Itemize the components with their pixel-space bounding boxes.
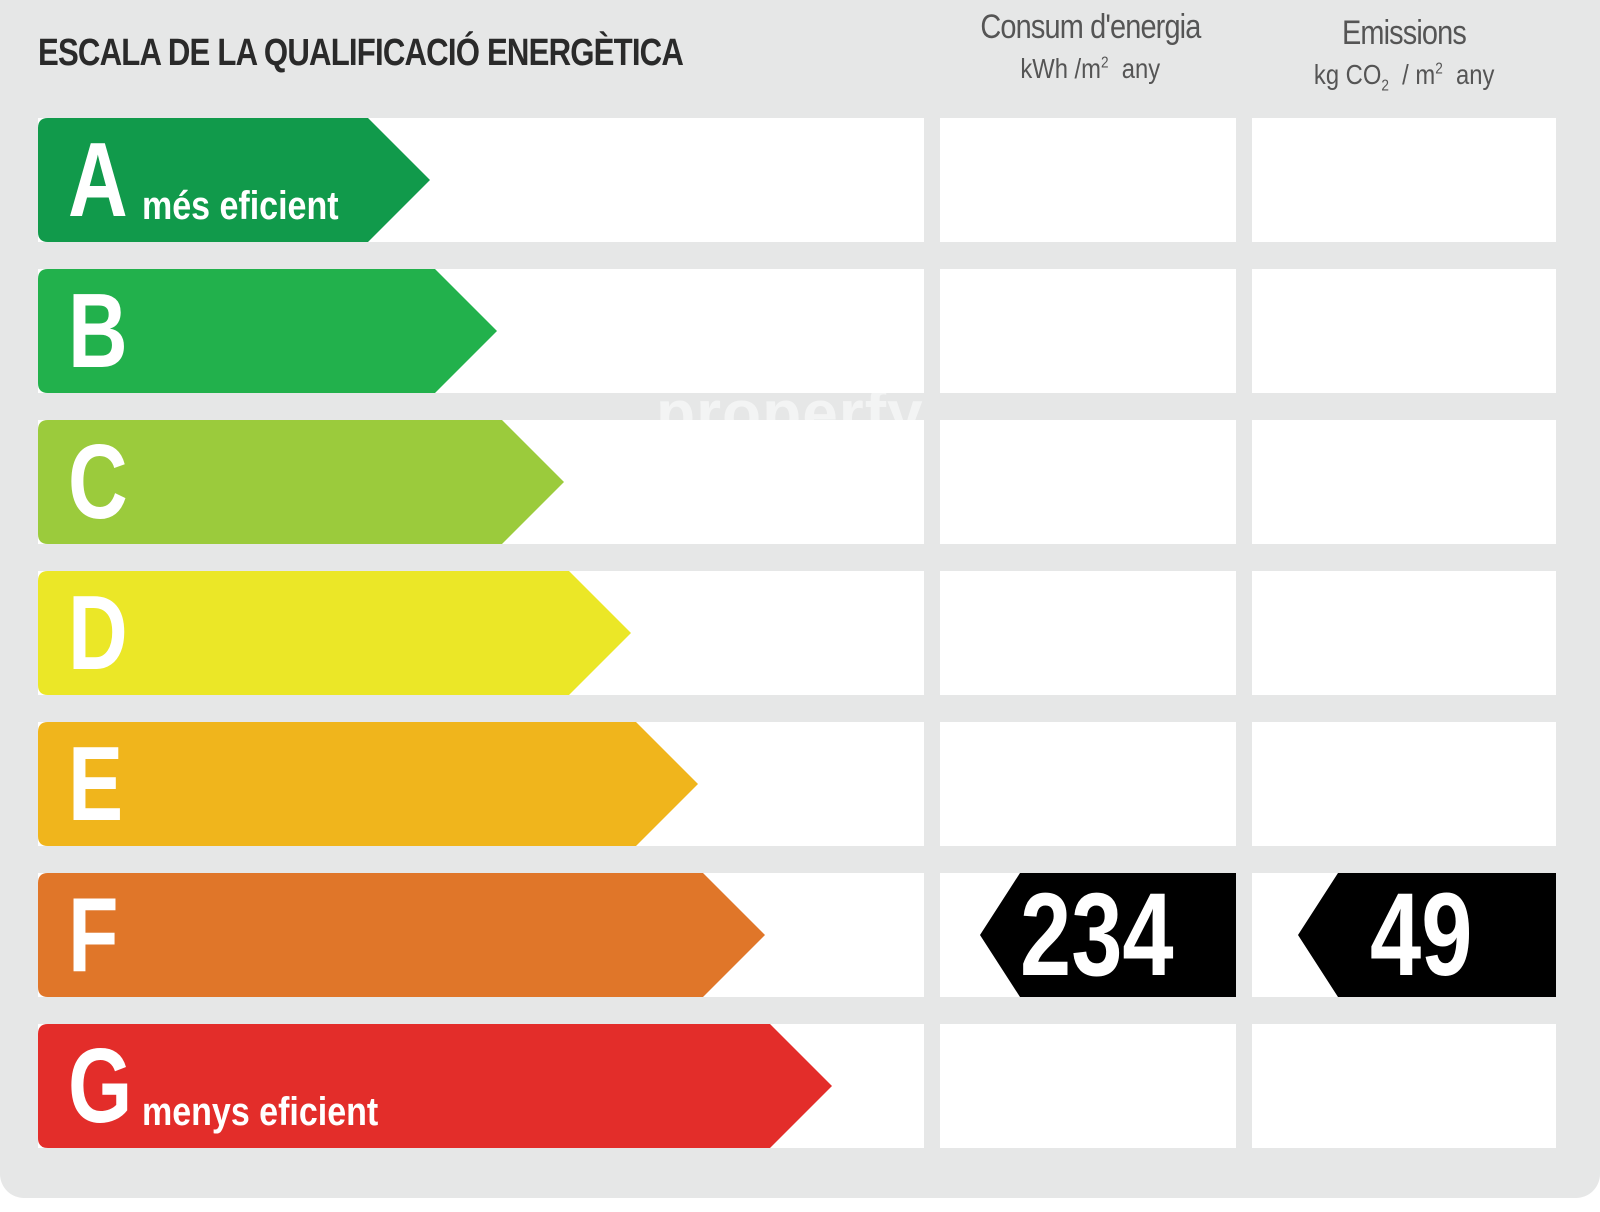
consumption-unit: kWh /m2 any <box>1020 53 1160 84</box>
rating-row-e: E <box>0 722 1600 846</box>
rating-arrow-shape <box>38 1024 832 1148</box>
rating-row-f: F 234 49 <box>0 873 1600 997</box>
consumption-label: Consum d'energia <box>979 8 1201 46</box>
consumption-cell <box>940 269 1236 393</box>
consumption-column-header: Consum d'energia kWh /m2 any <box>920 8 1260 85</box>
scale-title: ESCALA DE LA QUALIFICACIÓ ENERGÈTICA <box>38 32 684 74</box>
emissions-cell <box>1252 1024 1556 1148</box>
rating-letter: C <box>68 423 128 541</box>
rating-arrow-b: B <box>38 269 497 393</box>
emissions-rating-value: 49 <box>1370 869 1473 1001</box>
rating-caption: menys eficient <box>142 1090 379 1134</box>
rating-row-c: C <box>0 420 1600 544</box>
rating-letter: G <box>68 1027 133 1145</box>
rating-arrow-c: C <box>38 420 564 544</box>
emissions-rating: 49 <box>1298 873 1556 997</box>
rating-letter: B <box>68 272 128 390</box>
emissions-cell <box>1252 722 1556 846</box>
rating-arrow-shape <box>38 269 497 393</box>
rating-arrow-shape <box>38 118 430 242</box>
emissions-unit: kg CO2 / m2 any <box>1313 59 1495 95</box>
rating-arrow-shape <box>38 571 631 695</box>
consumption-rating-marker <box>980 873 1236 997</box>
emissions-cell <box>1252 571 1556 695</box>
emissions-rating-marker <box>1298 873 1556 997</box>
rating-arrow-f: F <box>38 873 765 997</box>
consumption-cell <box>940 722 1236 846</box>
consumption-cell <box>940 118 1236 242</box>
rating-arrow-shape <box>38 420 564 544</box>
watermark: properfy <box>656 377 924 449</box>
consumption-cell <box>940 571 1236 695</box>
rating-row-d: D <box>0 571 1600 695</box>
rating-arrow-e: E <box>38 722 698 846</box>
consumption-cell <box>940 1024 1236 1148</box>
emissions-label: Emissions <box>1341 14 1467 52</box>
rating-letter: A <box>68 121 128 239</box>
consumption-rating-value: 234 <box>1020 869 1174 1001</box>
rating-letter: E <box>68 725 124 843</box>
consumption-rating: 234 <box>980 873 1236 997</box>
emissions-cell <box>1252 420 1556 544</box>
rating-caption: més eficient <box>142 184 339 228</box>
rating-arrow-d: D <box>38 571 631 695</box>
emissions-cell <box>1252 269 1556 393</box>
consumption-cell <box>940 420 1236 544</box>
emissions-cell <box>1252 118 1556 242</box>
rating-letter: F <box>68 876 119 994</box>
emissions-column-header: Emissions kg CO2 / m2 any <box>1232 14 1576 96</box>
rating-letter: D <box>68 574 128 692</box>
rating-arrow-shape <box>38 722 698 846</box>
rating-row-b: B <box>0 269 1600 393</box>
rating-arrow-shape <box>38 873 765 997</box>
